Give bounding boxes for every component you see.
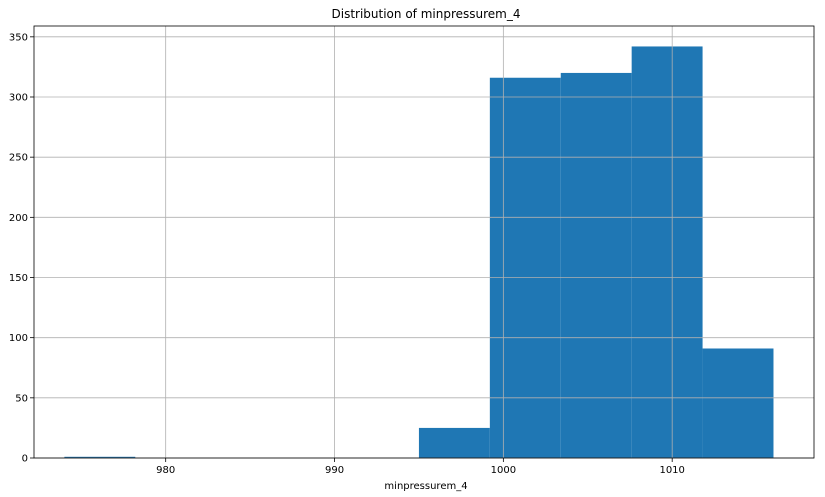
- histogram-bar-7: [560, 72, 632, 458]
- y-axis-ticks: 0 50 100 150 200 250 300 350: [9, 32, 34, 465]
- x-tick-label-0: 980: [156, 465, 175, 476]
- x-axis-ticks: 980 990 1000 1010: [156, 458, 685, 476]
- x-tick-label-2: 1000: [491, 465, 516, 476]
- axes: [33, 25, 815, 459]
- y-tick-label-6: 300: [9, 92, 28, 103]
- y-tick-label-4: 200: [9, 213, 28, 224]
- y-tick-label-5: 250: [9, 153, 28, 164]
- x-tick-label-1: 990: [325, 465, 344, 476]
- histogram-bars: [64, 46, 774, 459]
- y-tick-label-7: 350: [9, 32, 28, 43]
- y-tick-label-2: 100: [9, 333, 28, 344]
- plot-frame: [33, 25, 815, 459]
- histogram-bar-6: [489, 77, 561, 458]
- histogram-bar-5: [418, 427, 490, 458]
- histogram-bar-0: [64, 456, 136, 458]
- x-tick-label-3: 1010: [659, 465, 684, 476]
- y-tick-label-0: 0: [22, 454, 28, 465]
- histogram-bar-8: [631, 46, 703, 459]
- chart-title: Distribution of minpressurem_4: [332, 7, 521, 21]
- histogram-bar-9: [702, 348, 774, 458]
- x-axis-label: minpressurem_4: [384, 481, 467, 492]
- y-tick-label-1: 50: [15, 393, 28, 404]
- y-tick-label-3: 150: [9, 273, 28, 284]
